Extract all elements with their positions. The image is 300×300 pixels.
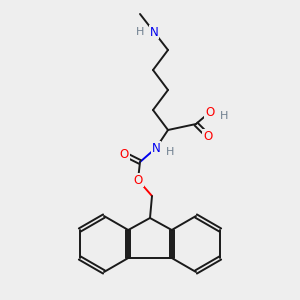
Text: O: O [206,106,214,118]
Text: H: H [220,111,228,121]
Text: O: O [119,148,129,160]
Text: N: N [150,26,158,38]
Text: O: O [134,173,142,187]
Text: O: O [203,130,213,142]
Text: H: H [136,27,144,37]
Text: H: H [166,147,174,157]
Text: N: N [152,142,160,154]
